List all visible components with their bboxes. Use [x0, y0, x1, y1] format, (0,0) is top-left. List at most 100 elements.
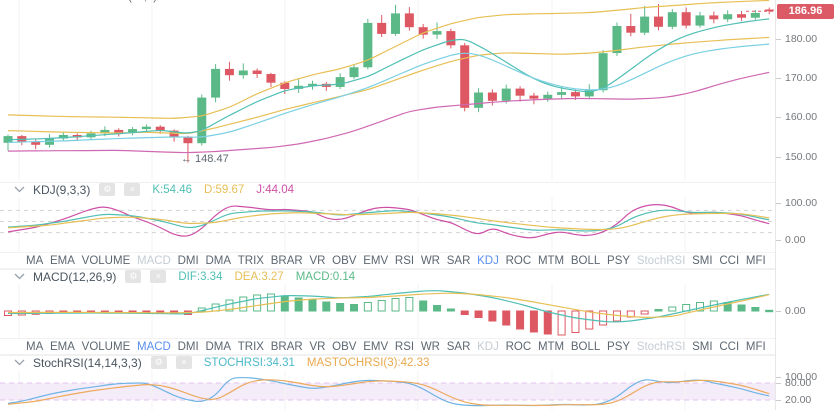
candle [460, 45, 470, 108]
kdj-close-icon[interactable]: × [124, 183, 141, 196]
tab-emv[interactable]: EMV [363, 340, 389, 353]
candle [529, 95, 539, 99]
collapse-chevron-icon[interactable] [14, 186, 25, 193]
tab-brar[interactable]: BRAR [270, 340, 303, 353]
main-indicator-legend-clipped: BOLL(20,2) BOLL:180.21 UB:188.94 LB:171.48 [0, 0, 775, 3]
macd-hist-bar [322, 301, 331, 312]
tab-vr[interactable]: VR [309, 254, 326, 267]
tab-rsi[interactable]: RSI [394, 340, 415, 353]
kdj-k-value: K:54.46 [152, 183, 193, 196]
collapse-chevron-icon[interactable] [14, 359, 25, 366]
candle [307, 83, 317, 86]
tab-ma[interactable]: MA [26, 340, 44, 353]
tab-stochrsi[interactable]: StochRSI [636, 340, 686, 353]
tab-trix[interactable]: TRIX [237, 340, 264, 353]
macd-hist-bar [336, 303, 345, 312]
indicator-tabs-row-1-inner: MA EMA VOLUME MACD DMI DMA TRIX BRAR VR OBV EMV RSI… [26, 253, 766, 268]
stochrsi-settings-gear-icon[interactable]: ⚙ [150, 356, 167, 369]
stochrsi-close-icon[interactable]: × [175, 356, 192, 369]
tab-dma[interactable]: DMA [205, 254, 232, 267]
macd-dea-value: DEA:3.27 [234, 270, 284, 283]
tab-volume[interactable]: VOLUME [81, 340, 131, 353]
tab-ema[interactable]: EMA [50, 254, 75, 267]
tab-mtm[interactable]: MTM [537, 254, 565, 267]
tab-dmi[interactable]: DMI [177, 254, 199, 267]
macd-hist-bar [280, 295, 289, 312]
tab-macd[interactable]: MACD [137, 340, 171, 353]
macd-hist-bar [543, 310, 552, 335]
kdj-settings-gear-icon[interactable]: ⚙ [99, 183, 116, 196]
candle [723, 14, 733, 20]
axis-label: 100.00 [785, 371, 818, 384]
macd-hist-bar [377, 300, 386, 312]
macd-close-icon[interactable]: × [150, 270, 167, 283]
tab-sar[interactable]: SAR [446, 254, 471, 267]
candle [750, 13, 760, 18]
tab-psy[interactable]: PSY [607, 340, 631, 353]
tab-brar[interactable]: BRAR [270, 254, 303, 267]
candle [557, 92, 567, 95]
tab-dmi[interactable]: DMI [177, 340, 199, 353]
tab-obv[interactable]: OBV [332, 254, 357, 267]
tab-cci[interactable]: CCI [719, 254, 740, 267]
tab-boll[interactable]: BOLL [570, 254, 601, 267]
stochrsi-panel-header: StochRSI(14,14,3,3) ⚙ × STOCHRSI:34.31 M… [0, 355, 775, 370]
tab-obv[interactable]: OBV [332, 340, 357, 353]
tab-kdj[interactable]: KDJ [477, 340, 499, 353]
candle [391, 13, 401, 34]
axis-label: 160.00 [785, 111, 818, 124]
macd-hist-bar [668, 306, 677, 312]
series-line-ma_long [7, 71, 770, 154]
macd-settings-gear-icon[interactable]: ⚙ [125, 270, 142, 283]
tab-stochrsi[interactable]: StochRSI [636, 254, 686, 267]
axis-label: 150.00 [785, 150, 818, 163]
tab-macd[interactable]: MACD [137, 254, 171, 267]
tab-wr[interactable]: WR [420, 340, 440, 353]
candle [418, 27, 428, 35]
tab-rsi[interactable]: RSI [394, 254, 415, 267]
stochrsi-value: STOCHRSI:34.31 [203, 356, 295, 369]
candle [141, 126, 151, 130]
tab-kdj[interactable]: KDJ [477, 254, 499, 267]
candle [404, 13, 414, 28]
tab-roc[interactable]: ROC [505, 254, 532, 267]
tab-boll[interactable]: BOLL [570, 340, 601, 353]
tab-mtm[interactable]: MTM [537, 340, 565, 353]
macd-hist-bar [253, 294, 262, 312]
kdj-indicator-name: KDJ(9,3,3) [33, 182, 91, 197]
tab-ma[interactable]: MA [26, 254, 44, 267]
tab-psy[interactable]: PSY [607, 254, 631, 267]
tab-smi[interactable]: SMI [692, 340, 713, 353]
axis-label: 180.00 [785, 32, 818, 45]
candle [114, 129, 124, 133]
candle [584, 90, 594, 97]
tab-ema[interactable]: EMA [50, 340, 75, 353]
mastochrsi-value: MASTOCHRSI(3):42.33 [306, 356, 430, 369]
axis-label: 0.00 [785, 305, 806, 317]
macd-hist-bar [737, 304, 746, 312]
candle [598, 53, 608, 91]
tab-volume[interactable]: VOLUME [81, 254, 131, 267]
axis-label: 100.00 [785, 197, 818, 209]
legend-fragment: LB:171.48 [540, 0, 590, 3]
tab-mfi[interactable]: MFI [745, 340, 766, 353]
candle [640, 16, 650, 33]
tab-wr[interactable]: WR [420, 254, 440, 267]
tab-trix[interactable]: TRIX [237, 254, 264, 267]
collapse-chevron-icon[interactable] [14, 273, 25, 280]
candle [363, 22, 373, 68]
tab-dma[interactable]: DMA [205, 340, 232, 353]
tab-mfi[interactable]: MFI [745, 254, 766, 267]
macd-hist-bar [363, 302, 372, 312]
tab-roc[interactable]: ROC [505, 340, 532, 353]
kdj-d-value: D:59.67 [204, 183, 245, 196]
tab-smi[interactable]: SMI [692, 254, 713, 267]
tab-emv[interactable]: EMV [363, 254, 389, 267]
tab-vr[interactable]: VR [309, 340, 326, 353]
tab-cci[interactable]: CCI [719, 340, 740, 353]
candle [155, 126, 165, 131]
macd-hist-bar [391, 298, 400, 312]
tab-sar[interactable]: SAR [446, 340, 471, 353]
series-line-boll_upper [7, 0, 770, 119]
